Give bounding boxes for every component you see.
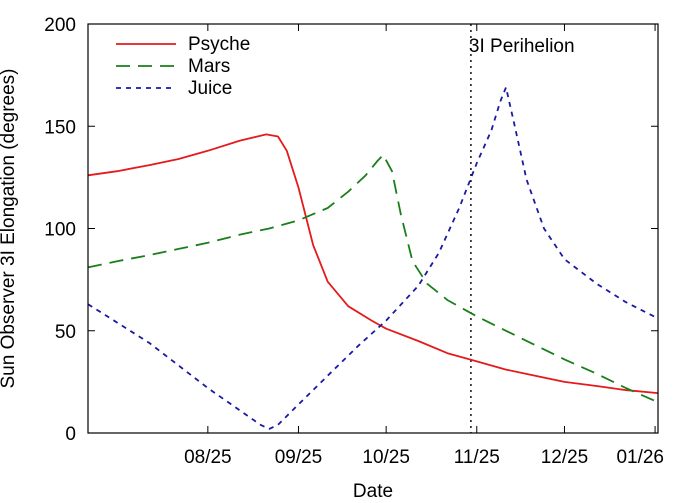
- y-axis-label: Sun Observer 3I Elongation (degrees): [0, 68, 19, 388]
- x-tick-label: 08/25: [184, 447, 232, 468]
- x-tick-label: 11/25: [454, 447, 500, 468]
- series-line-psyche: [87, 133, 659, 394]
- perihelion-annotation-label: 3I Perihelion: [469, 36, 575, 57]
- x-tick-label: 01/26: [616, 447, 664, 468]
- series-line-mars: [87, 154, 659, 404]
- y-tick-label: 150: [44, 117, 76, 138]
- x-axis-label: Date: [353, 481, 393, 502]
- legend-label-mars: Mars: [188, 56, 230, 77]
- y-tick-label: 50: [55, 322, 76, 343]
- y-tick-label: 0: [65, 424, 76, 445]
- legend-label-psyche: Psyche: [188, 34, 250, 55]
- plot-border: [87, 23, 659, 434]
- plot-frame: [87, 23, 659, 434]
- x-tick-label: 09/25: [275, 447, 323, 468]
- axes: 0 50 100 150 200 08/25 09/25 10/25 11/25 12/25 01/…: [44, 15, 664, 468]
- y-tick-label: 200: [44, 15, 76, 36]
- x-tick-label: 10/25: [362, 447, 410, 468]
- y-tick-label: 100: [44, 220, 76, 241]
- legend-label-juice: Juice: [188, 78, 232, 99]
- series-lines: [87, 86, 659, 430]
- annotations: 3I Perihelion: [469, 24, 575, 433]
- series-line-juice: [87, 86, 659, 430]
- x-tick-label: 12/25: [541, 447, 589, 468]
